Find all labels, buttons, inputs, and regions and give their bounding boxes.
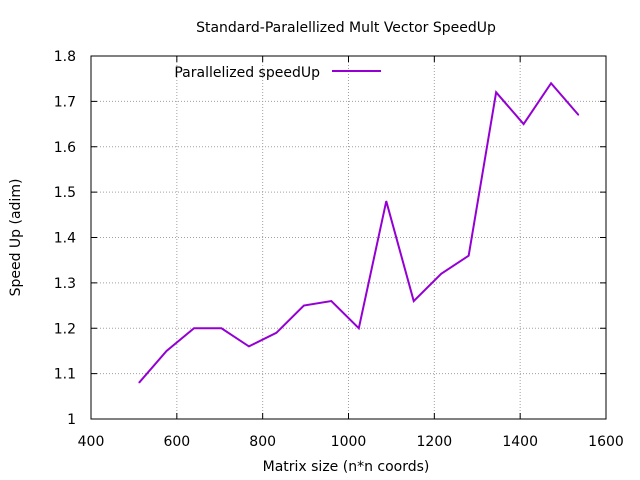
plot-frame [90, 55, 607, 420]
y-tick-label: 1.1 [54, 367, 76, 383]
y-tick-label: 1.6 [54, 140, 76, 156]
x-axis-label: Matrix size (n*n coords) [263, 459, 430, 475]
legend-label-parallelized-speedup: Parallelized speedUp [174, 65, 320, 81]
data-point [248, 345, 250, 347]
data-point [138, 382, 140, 384]
y-tick-label: 1 [67, 412, 76, 428]
x-tick-label: 1000 [331, 434, 367, 450]
data-point [275, 332, 277, 334]
x-tick-label: 800 [249, 434, 276, 450]
y-tick-label: 1.3 [54, 276, 76, 292]
data-point [440, 273, 442, 275]
x-tick-label: 1400 [502, 434, 538, 450]
data-point [385, 200, 387, 202]
chart-title: Standard-Paralellized Mult Vector SpeedU… [196, 20, 496, 36]
data-point [495, 91, 497, 93]
x-tick-label: 1600 [588, 434, 624, 450]
grid-lines [91, 56, 606, 419]
y-axis-label: Speed Up (adim) [8, 179, 24, 297]
data-point [577, 114, 580, 116]
y-tick-label: 1.2 [54, 321, 76, 337]
x-tick-label: 1200 [417, 434, 453, 450]
data-point [468, 255, 470, 257]
y-tick-label: 1.7 [54, 94, 76, 110]
y-tick-label: 1.5 [54, 185, 76, 201]
series-line-parallelized-speedup [138, 81, 580, 384]
legend: Parallelized speedUp [174, 65, 381, 81]
series-layer [138, 81, 580, 384]
x-tick-label: 600 [163, 434, 190, 450]
y-tick-label: 1.4 [54, 231, 76, 247]
data-point [220, 327, 223, 329]
data-point [303, 304, 305, 307]
x-tick-label: 400 [78, 434, 105, 450]
data-point [550, 82, 552, 84]
data-point [523, 123, 525, 125]
y-tick-label: 1.8 [54, 49, 76, 65]
data-point [358, 327, 360, 329]
data-point [165, 350, 168, 352]
data-point [193, 327, 195, 329]
data-point [330, 300, 332, 302]
data-point [413, 300, 415, 302]
axis-ticks: 400 600 800 1000 1200 1400 1600 1 1.1 1.2 1.3 1.4 1.… [54, 49, 624, 450]
